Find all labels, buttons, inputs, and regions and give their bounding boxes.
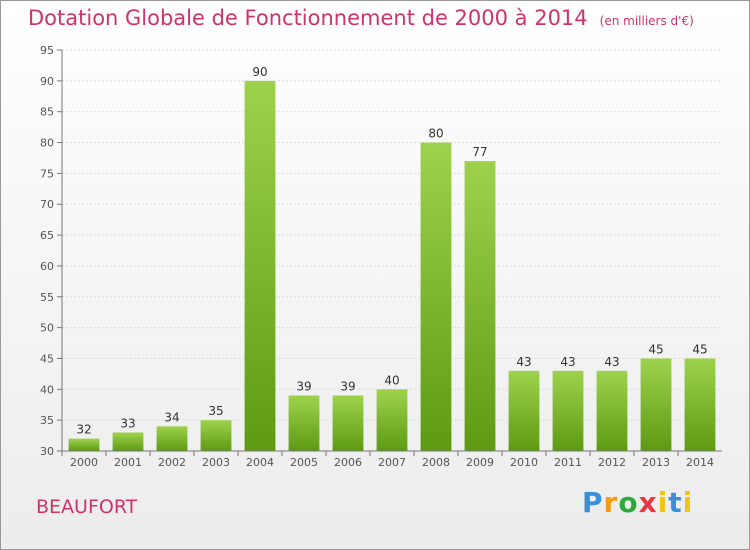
bar xyxy=(684,358,716,451)
grid-lines xyxy=(62,49,722,452)
bar xyxy=(68,438,100,451)
y-tick-label: 60 xyxy=(40,260,54,273)
y-tick-label: 65 xyxy=(40,229,54,242)
data-label: 34 xyxy=(164,410,179,424)
chart-unit: (en milliers d'€) xyxy=(599,14,694,28)
bar xyxy=(112,432,144,451)
data-label: 40 xyxy=(384,373,399,387)
y-tick-label: 40 xyxy=(40,383,54,396)
commune-name: BEAUFORT xyxy=(36,496,138,518)
bar xyxy=(508,370,540,451)
bar xyxy=(596,370,628,451)
data-label: 43 xyxy=(604,355,619,369)
y-tick-label: 85 xyxy=(40,106,54,119)
data-label: 39 xyxy=(296,379,311,393)
y-tick-label: 50 xyxy=(40,322,54,335)
x-tick-label: 2009 xyxy=(466,456,494,469)
data-label: 43 xyxy=(516,355,531,369)
y-tick-label: 70 xyxy=(40,198,54,211)
x-tick-label: 2002 xyxy=(158,456,186,469)
value-labels: 32 33 34 35 90 39 39 40 80 77 43 43 43 45 45 xyxy=(76,65,707,437)
x-tick-label: 2008 xyxy=(422,456,450,469)
x-tick-label: 2001 xyxy=(114,456,142,469)
bars xyxy=(68,80,716,452)
bar xyxy=(244,80,276,451)
x-tick-label: 2014 xyxy=(686,456,714,469)
data-label: 90 xyxy=(252,65,267,79)
x-tick-label: 2007 xyxy=(378,456,406,469)
data-label: 77 xyxy=(472,145,487,159)
data-label: 35 xyxy=(208,404,223,418)
bar xyxy=(332,395,364,451)
data-label: 33 xyxy=(120,416,135,430)
data-label: 80 xyxy=(428,127,443,141)
bar xyxy=(156,426,188,451)
data-label: 32 xyxy=(76,423,91,437)
y-tick-label: 35 xyxy=(40,414,54,427)
y-tick-label: 75 xyxy=(40,167,54,180)
bar xyxy=(640,358,672,451)
data-label: 45 xyxy=(648,342,663,356)
chart-title: Dotation Globale de Fonctionnement de 20… xyxy=(28,6,694,30)
y-tick-label: 90 xyxy=(40,75,54,88)
bar xyxy=(376,389,408,451)
x-tick-label: 2006 xyxy=(334,456,362,469)
bar xyxy=(288,395,320,451)
proxiti-logo: Proxiti xyxy=(582,486,694,519)
y-tick-label: 95 xyxy=(40,44,54,57)
data-label: 39 xyxy=(340,379,355,393)
x-tick-label: 2012 xyxy=(598,456,626,469)
bar xyxy=(552,370,584,451)
x-tick-label: 2013 xyxy=(642,456,670,469)
x-tick-label: 2004 xyxy=(246,456,274,469)
y-tick-label: 30 xyxy=(40,445,54,458)
x-tick-label: 2010 xyxy=(510,456,538,469)
data-label: 45 xyxy=(692,342,707,356)
y-tick-label: 55 xyxy=(40,291,54,304)
data-label: 43 xyxy=(560,355,575,369)
chart-title-text: Dotation Globale de Fonctionnement de 20… xyxy=(28,6,588,30)
x-tick-label: 2005 xyxy=(290,456,318,469)
bar xyxy=(200,420,232,451)
bar xyxy=(464,161,496,452)
x-tick-label: 2011 xyxy=(554,456,582,469)
bar xyxy=(420,142,452,452)
x-tick-label: 2000 xyxy=(70,456,98,469)
x-tick-label: 2003 xyxy=(202,456,230,469)
axes: 30 35 40 45 50 55 60 65 70 75 80 85 90 95 2000 2001 2002… xyxy=(40,44,722,469)
y-tick-label: 45 xyxy=(40,352,54,365)
y-tick-label: 80 xyxy=(40,137,54,150)
